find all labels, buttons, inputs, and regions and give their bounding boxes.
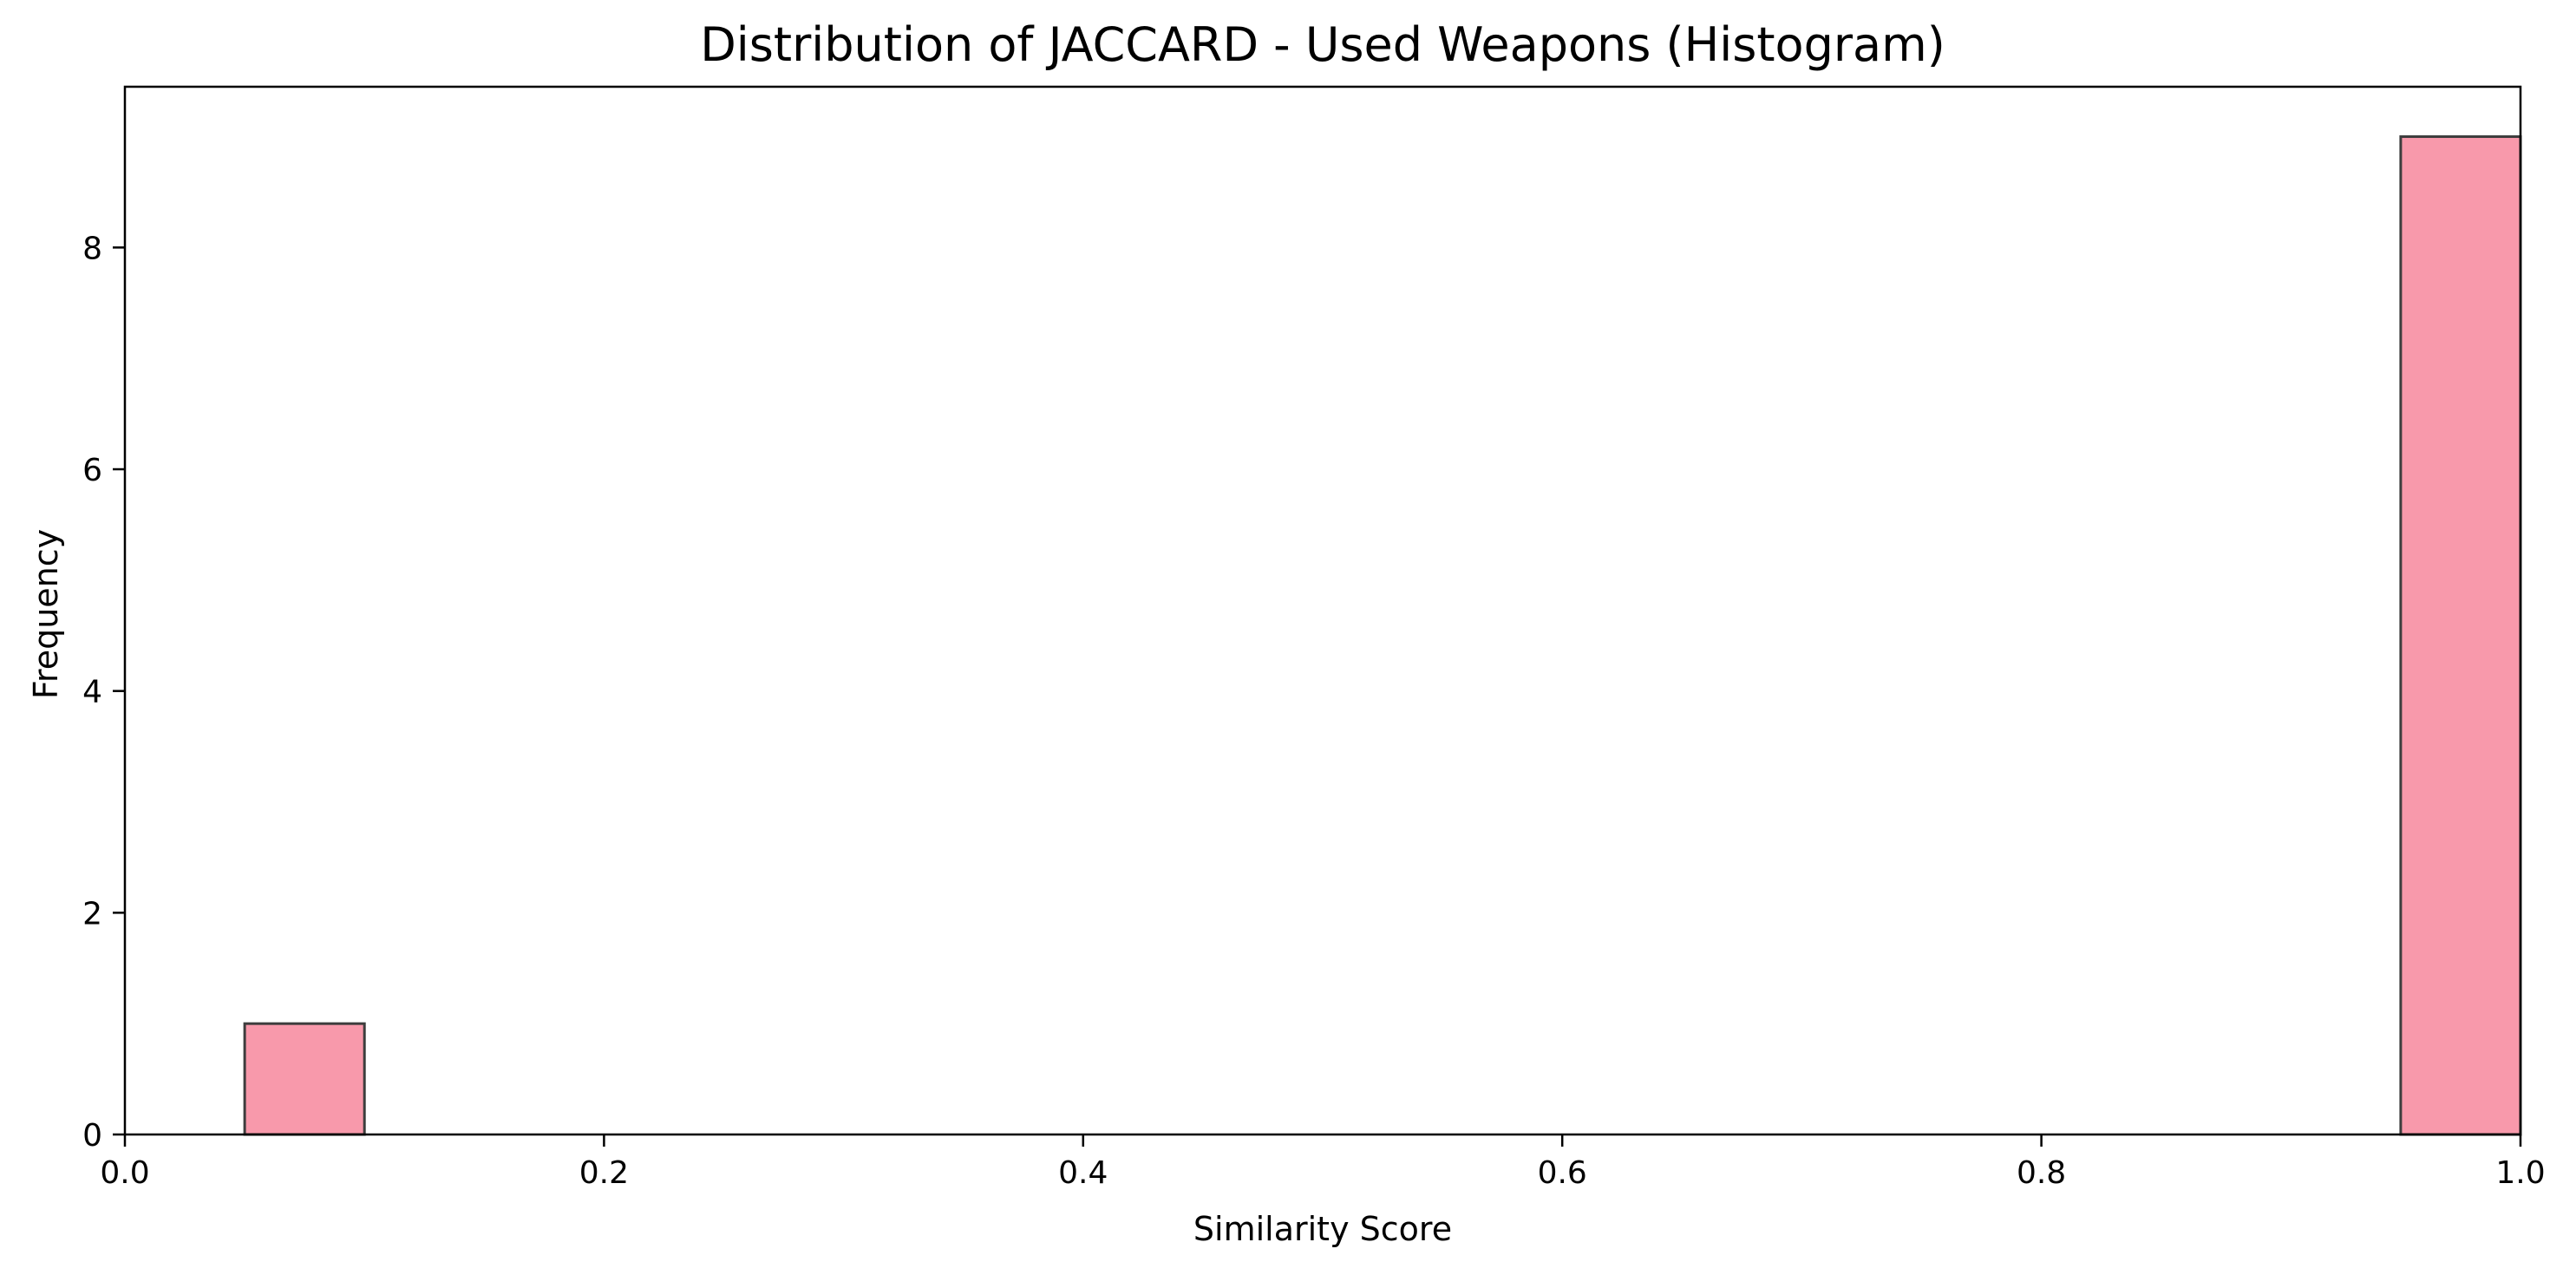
x-axis-ticks: 0.0 0.2 0.4 0.6 0.8 1.0 — [100, 1134, 2546, 1191]
plot-area-frame — [123, 85, 2522, 1136]
histogram-bar-1 — [2399, 135, 2522, 1136]
chart-title: Distribution of JACCARD - Used Weapons (… — [700, 17, 1945, 72]
x-tick-label-5: 1.0 — [2495, 1155, 2545, 1191]
histogram-bar-0 — [243, 1022, 366, 1136]
y-tick-label-4: 8 — [82, 231, 102, 266]
x-tick-label-0: 0.0 — [100, 1155, 149, 1191]
x-tick-label-2: 0.4 — [1058, 1155, 1108, 1191]
y-tick-label-1: 2 — [82, 896, 102, 932]
bars — [243, 135, 2522, 1136]
x-tick-label-3: 0.6 — [1538, 1155, 1587, 1191]
y-tick-label-0: 0 — [82, 1118, 102, 1154]
y-tick-label-3: 6 — [82, 453, 102, 488]
y-axis-ticks: 0 2 4 6 8 — [82, 231, 125, 1154]
y-tick-label-2: 4 — [82, 675, 102, 710]
x-tick-label-1: 0.2 — [579, 1155, 629, 1191]
y-axis-label: Frequency — [27, 529, 65, 699]
x-tick-label-4: 0.8 — [2017, 1155, 2066, 1191]
x-axis-label: Similarity Score — [1193, 1210, 1452, 1248]
